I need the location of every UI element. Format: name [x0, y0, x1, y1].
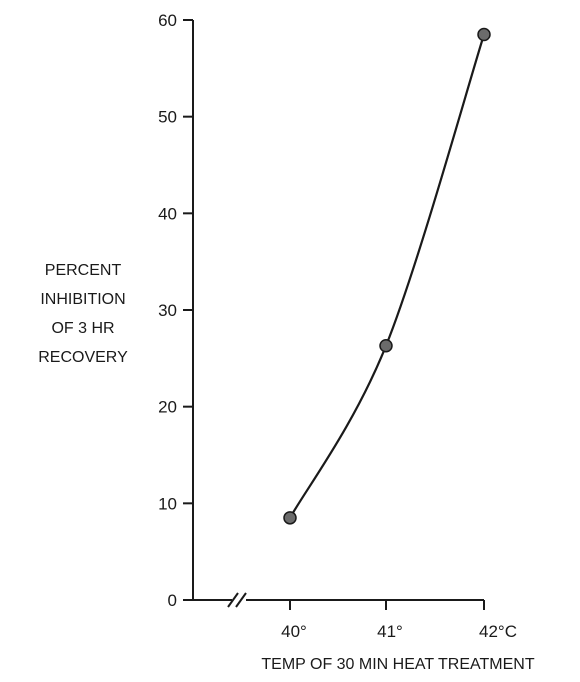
- x-tick-label: 41°: [377, 622, 403, 641]
- axis-break-slash-1: [227, 592, 239, 608]
- y-tick-label: 40: [158, 204, 177, 223]
- x-tick-label: 40°: [281, 622, 307, 641]
- x-axis-ticks: 40° 41° 42°C: [281, 600, 517, 641]
- data-point: [477, 27, 491, 42]
- y-tick-label: 60: [158, 11, 177, 30]
- axis-break-mark: [227, 592, 247, 608]
- y-axis-title-line: PERCENT: [45, 262, 122, 279]
- data-point: [283, 511, 297, 525]
- y-axis-title-line: OF 3 HR: [51, 320, 114, 337]
- y-axis-title-line: INHIBITION: [40, 291, 125, 308]
- y-axis-title: PERCENT INHIBITION OF 3 HR RECOVERY: [38, 262, 128, 366]
- y-axis-title-line: RECOVERY: [38, 349, 128, 366]
- data-points: [283, 27, 491, 525]
- y-tick-label: 50: [158, 108, 177, 127]
- y-tick-label: 30: [158, 301, 177, 320]
- x-axis-title: TEMP OF 30 MIN HEAT TREATMENT: [261, 656, 534, 673]
- y-tick-label: 20: [158, 398, 177, 417]
- series-line: [289, 34, 486, 519]
- y-tick-label: 0: [168, 591, 177, 610]
- data-point: [379, 339, 393, 353]
- y-axis-ticks: 0 10 20 30 40 50 60: [158, 11, 193, 610]
- axis-break-slash-2: [235, 592, 247, 608]
- y-tick-label: 10: [158, 494, 177, 513]
- x-tick-label: 42°C: [479, 622, 517, 641]
